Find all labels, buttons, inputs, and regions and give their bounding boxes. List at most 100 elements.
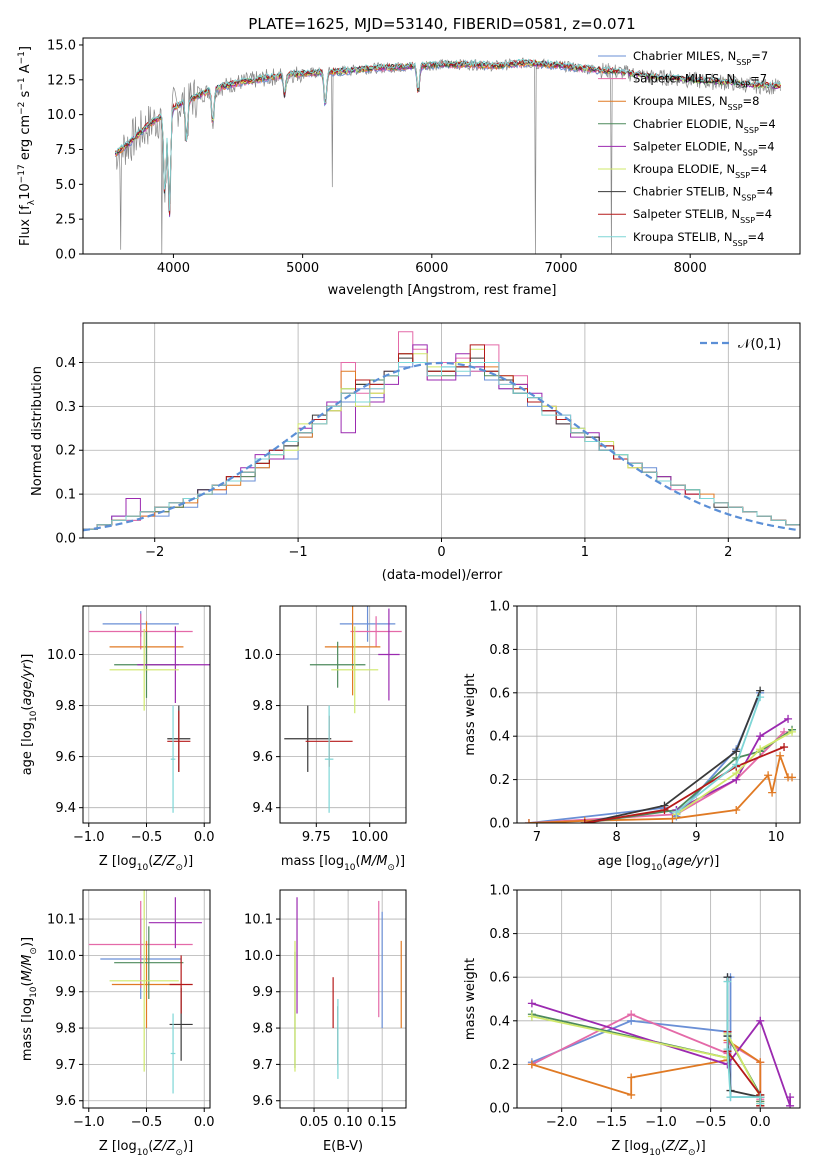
legend-count: =4 — [758, 139, 775, 153]
legend-count: =7 — [750, 72, 767, 86]
figure-title: PLATE=1625, MJD=53140, FIBERID=0581, z=0… — [248, 15, 635, 33]
z-age-xlabel-part: Z [log — [99, 854, 137, 869]
legend-sub: SSP — [735, 171, 750, 180]
spectrum-xtick-label: 4000 — [157, 261, 190, 276]
z-weight-xlabel-part: Z [log — [611, 1139, 649, 1154]
age-weight-point-marker — [756, 732, 765, 741]
z-weight-point-marker — [627, 1073, 636, 1082]
z-weight-xlabel-part: Z/Z — [665, 1139, 689, 1154]
z-weight-xtick-label: −1.0 — [645, 1115, 677, 1130]
histogram-axes: −2 −1 0 1 2 0.0 0.1 0.2 0.3 0.4 — [55, 323, 800, 560]
z-age-ytick-label: 10.0 — [47, 648, 76, 663]
age-weight-series-line — [584, 746, 785, 823]
legend-label-chabrier-elodie: Chabrier ELODIE, NSSP=4 — [633, 117, 776, 135]
legend-count: =4 — [755, 207, 772, 221]
legend-count: =4 — [748, 230, 765, 244]
z-mass-ylabel-part: ⊙ — [29, 947, 39, 955]
age-weight-ytick-label: 0.2 — [489, 773, 510, 788]
mass-age-xlabel-part: mass [log — [281, 854, 344, 869]
age-weight-point-marker — [764, 771, 773, 780]
age-weight-point-marker — [768, 788, 777, 797]
histogram-ylabel: Normed distribution — [30, 366, 45, 496]
legend-count: =4 — [759, 117, 776, 131]
age-weight-ylabel: mass weight — [463, 673, 478, 755]
age-weight-point-marker — [776, 751, 785, 760]
legend-label-salpeter-elodie: Salpeter ELODIE, NSSP=4 — [633, 139, 775, 157]
mass-age-xlabel-part: ( — [356, 854, 361, 869]
legend-count: =4 — [756, 185, 773, 199]
z-weight-xtick-label: −2.0 — [546, 1115, 578, 1130]
z-age-axes: −1.0 −0.5 0.0 9.4 9.6 9.8 10.0 — [47, 606, 215, 845]
mass-age-ytick-label: 9.4 — [252, 801, 273, 816]
age-weight-series-line — [675, 718, 789, 811]
z-weight-axes: −2.0 −1.5 −1.0 −0.5 0.0 0.0 0.2 0.4 0.6 0.8 1.0 — [489, 884, 800, 1130]
z-mass-xlabel-part: 10 — [137, 1148, 149, 1158]
z-weight-point-marker — [723, 977, 732, 986]
spectrum-model-line — [115, 61, 614, 215]
z-age-ylabel: age [log10(age/yr)] — [20, 654, 39, 776]
legend-sub: SSP — [740, 216, 755, 225]
spectrum-ylabel-part: ] — [18, 46, 33, 51]
spectrum-ylabel-part: −17 — [17, 164, 27, 183]
age-weight-xtick-label: 10 — [768, 830, 785, 845]
legend-label-salpeter-miles: Salpeter MILES, NSSP=7 — [633, 72, 767, 90]
legend-family: Kroupa STELIB, N — [633, 230, 733, 244]
spectrum-ytick-label: 2.5 — [55, 213, 76, 228]
z-mass-ylabel: mass [log10(M/M⊙)] — [20, 937, 39, 1061]
histogram-ytick-label: 0.1 — [55, 488, 76, 503]
z-weight-point-marker — [756, 1099, 765, 1108]
histogram-frame — [82, 322, 801, 539]
spectrum-xlabel: wavelength [Angstrom, rest frame] — [328, 283, 557, 298]
age-weight-point-marker — [668, 814, 677, 823]
mass-age-plot-area — [284, 606, 402, 813]
z-weight-point-marker — [627, 1010, 636, 1019]
ebv-mass-xtick-label: 0.05 — [300, 1115, 329, 1130]
age-weight-point-marker — [788, 727, 797, 736]
z-age-ytick-label: 9.4 — [55, 801, 76, 816]
legend-sub: SSP — [728, 103, 743, 112]
spectrum-ytick-label: 0.0 — [55, 248, 76, 263]
legend-count: =4 — [750, 162, 767, 176]
z-weight-xlabel-part: )] — [696, 1139, 706, 1154]
legend-label-chabrier-stelib: Chabrier STELIB, NSSP=4 — [633, 185, 773, 203]
z-mass-xtick-label: −1.0 — [73, 1115, 105, 1130]
mass-age-ytick-label: 9.6 — [252, 750, 273, 765]
age-weight-point-marker — [756, 745, 765, 754]
ebv-mass-ytick-label: 9.8 — [252, 1022, 273, 1037]
mass-age-xlabel-part: ⊙ — [387, 863, 395, 873]
histogram-ytick-label: 0.2 — [55, 444, 76, 459]
z-weight-xlabel-part: ( — [661, 1139, 666, 1154]
spectrum-ytick-label: 10.0 — [47, 108, 76, 123]
z-age-xtick-label: 0.0 — [194, 830, 215, 845]
age-weight-point-marker — [524, 819, 533, 823]
z-weight-point-marker — [527, 1060, 536, 1069]
z-weight-point-marker — [756, 1058, 765, 1067]
spectrum-ylabel-part: λ — [27, 199, 37, 205]
age-weight-point-marker — [732, 760, 741, 769]
z-weight-ytick-label: 0.4 — [489, 1014, 510, 1029]
age-weight-xlabel-part: ( — [662, 854, 667, 869]
z-mass-frame — [82, 889, 211, 1109]
z-weight-point-marker — [786, 1093, 795, 1102]
histogram-plot-area — [83, 331, 800, 532]
age-weight-xlabel-part: age [log — [598, 854, 651, 869]
z-mass-ytick-label: 9.8 — [55, 1022, 76, 1037]
z-age-xtick-label: −1.0 — [73, 830, 105, 845]
histogram-ytick-label: 0.0 — [55, 532, 76, 547]
histogram-xlabel: (data-model)/error — [382, 568, 503, 583]
z-age-ylabel-part: age [log — [20, 722, 35, 775]
age-weight-point-marker — [784, 714, 793, 723]
ebv-mass-xtick-label: 0.10 — [334, 1115, 363, 1130]
spectrum-xtick-label: 5000 — [286, 261, 319, 276]
z-age-ylabel-part: 10 — [29, 710, 39, 722]
z-mass-ylabel-part: mass [log — [20, 998, 35, 1061]
z-mass-xlabel-part: )] — [183, 1139, 193, 1154]
z-mass-ylabel-part: ( — [20, 981, 35, 986]
age-weight-xlabel-part: 10 — [651, 863, 663, 873]
legend-count: =7 — [751, 49, 768, 63]
age-weight-xtick-label: 7 — [533, 830, 541, 845]
z-weight-frame — [516, 889, 801, 1109]
spectrum-ylabel-part: Flux [f — [18, 205, 33, 246]
spectrum-ylabel: Flux [fλ10−17 erg cm−2 s−1 A−1] — [17, 46, 37, 246]
ebv-mass-xtick-label: 0.15 — [368, 1115, 397, 1130]
